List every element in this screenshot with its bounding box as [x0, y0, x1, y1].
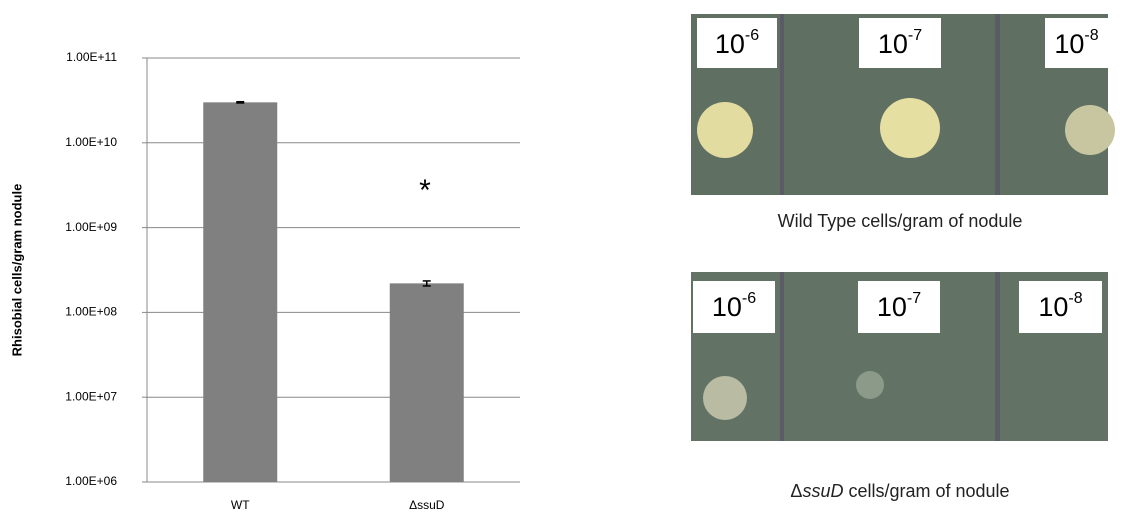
dilution-exponent: -7 [907, 290, 921, 307]
dilution-label: 10-6 [712, 290, 756, 322]
bar [389, 283, 464, 482]
y-tick-label: 1.00E+07 [65, 389, 117, 403]
dilution-label: 10-7 [877, 290, 921, 322]
dilution-exponent: -7 [908, 27, 922, 44]
dilution-label: 10-8 [1038, 290, 1082, 322]
error-bar [236, 100, 245, 104]
dilution-label: 10-8 [1054, 27, 1098, 59]
x-tick-label: ΔssuD [409, 498, 445, 512]
y-tick-label: 1.00E+09 [65, 220, 117, 234]
dilution-base: 10 [715, 29, 745, 59]
plate-top [691, 14, 1115, 195]
dilution-base: 10 [1038, 292, 1068, 322]
dilution-base: 10 [1054, 29, 1084, 59]
y-axis-label: Rhisobial cells/gram nodule [9, 184, 24, 357]
plate-caption: Wild Type cells/gram of nodule [778, 211, 1023, 231]
y-tick-label: 1.00E+11 [66, 50, 117, 64]
caption-part: Wild Type cells/gram of nodule [778, 211, 1023, 231]
y-tick-label: 1.00E+10 [65, 135, 117, 149]
bar [203, 102, 278, 482]
annotation: * [419, 174, 431, 207]
dilution-exponent: -6 [742, 290, 756, 307]
dilution-exponent: -6 [745, 27, 759, 44]
plate-bottom [691, 272, 1108, 441]
dilution-exponent: -8 [1068, 290, 1082, 307]
plate-caption: ΔssuD cells/gram of nodule [790, 481, 1009, 501]
y-tick-label: 1.00E+08 [65, 305, 117, 319]
dilution-base: 10 [878, 29, 908, 59]
x-tick-label: WT [231, 498, 250, 512]
dilution-label: 10-7 [878, 27, 922, 59]
caption-part: cells/gram of nodule [843, 481, 1009, 501]
error-bar [422, 280, 431, 287]
dilution-base: 10 [712, 292, 742, 322]
dilution-label: 10-6 [715, 27, 759, 59]
y-tick-label: 1.00E+06 [65, 474, 117, 488]
caption-part: Δ [790, 481, 802, 501]
dilution-exponent: -8 [1084, 27, 1098, 44]
caption-part: ssuD [802, 481, 843, 501]
dilution-base: 10 [877, 292, 907, 322]
